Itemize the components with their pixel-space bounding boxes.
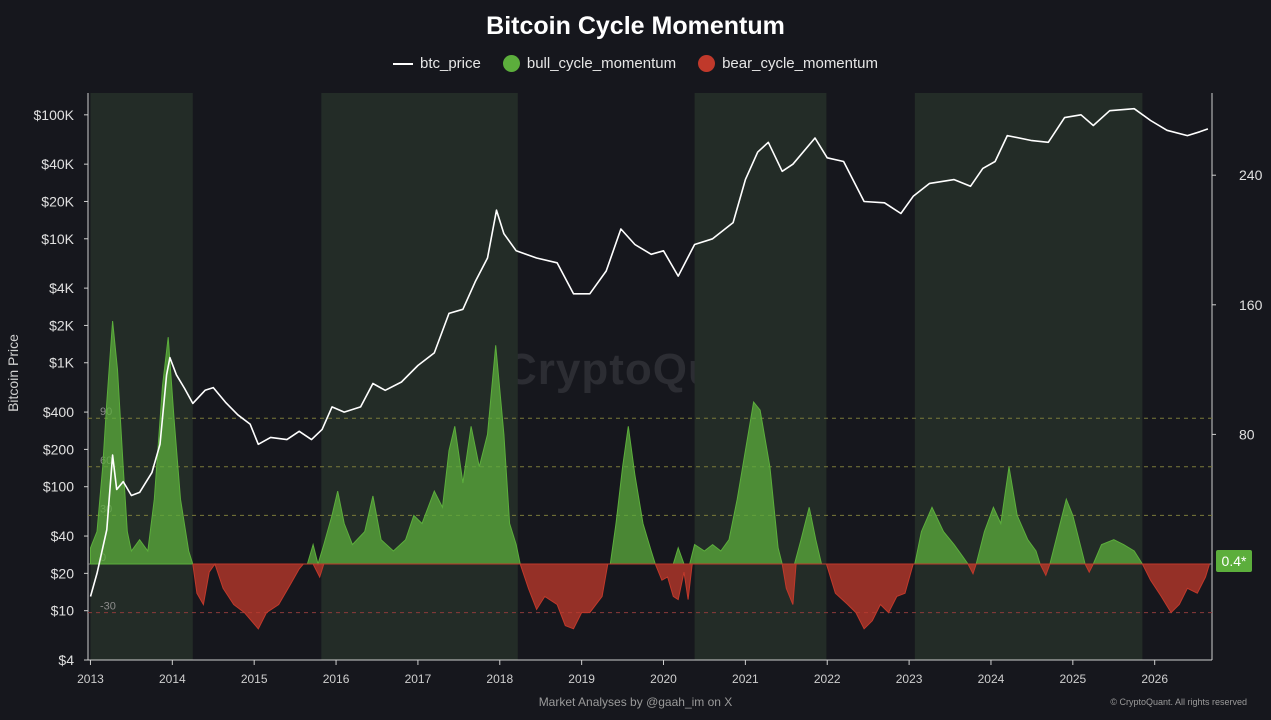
y-tick-label: $10 xyxy=(51,603,75,619)
legend-label: bull_cycle_momentum xyxy=(526,55,677,72)
legend-item-btc-price[interactable]: btc_price xyxy=(392,55,481,72)
y-tick-label: $20K xyxy=(41,193,74,209)
right-tick-label: 160 xyxy=(1239,297,1263,313)
y-axis-label: Bitcoin Price xyxy=(5,334,21,412)
x-tick-label: 2015 xyxy=(241,672,268,686)
x-tick-label: 2013 xyxy=(77,672,104,686)
legend-item-bull-momentum[interactable]: bull_cycle_momentum xyxy=(502,55,677,72)
y-tick-label: $40 xyxy=(51,528,75,544)
legend-label: btc_price xyxy=(419,55,481,72)
green-dot-icon xyxy=(502,55,520,72)
bull-shading-layer xyxy=(90,93,1143,660)
x-tick-label: 2021 xyxy=(732,672,759,686)
y-tick-label: $2K xyxy=(49,317,75,333)
x-tick-label: 2025 xyxy=(1059,672,1086,686)
btc-price-line xyxy=(89,107,1209,597)
y-tick-label: $100K xyxy=(34,107,75,123)
chart-title: Bitcoin Cycle Momentum xyxy=(486,12,785,40)
y-tick-label: $1K xyxy=(49,355,75,371)
red-dot-icon xyxy=(698,55,716,72)
momentum-areas-layer xyxy=(89,320,1210,630)
bear-momentum-area xyxy=(192,562,1210,630)
x-tick-label: 2018 xyxy=(486,672,513,686)
bull-period-shading xyxy=(321,93,518,660)
price-line-layer xyxy=(89,107,1209,597)
x-tick-label: 2022 xyxy=(814,672,841,686)
bull-momentum-area xyxy=(89,320,1143,566)
footer-copyright: © CryptoQuant. All rights reserved xyxy=(1110,697,1247,707)
x-tick-label: 2019 xyxy=(568,672,595,686)
threshold-label: -30 xyxy=(100,601,116,613)
x-tick-label: 2026 xyxy=(1141,672,1168,686)
y-tick-label: $4K xyxy=(49,280,75,296)
line-swatch-icon xyxy=(392,62,413,65)
legend-item-bear-momentum[interactable]: bear_cycle_momentum xyxy=(698,55,878,72)
legend-label: bear_cycle_momentum xyxy=(722,55,878,72)
y-tick-label: $400 xyxy=(43,404,74,420)
legend: btc_price bull_cycle_momentum bear_cycle… xyxy=(0,55,1271,72)
x-tick-label: 2017 xyxy=(405,672,432,686)
x-tick-label: 2016 xyxy=(323,672,350,686)
axes-layer xyxy=(87,93,1213,661)
right-tick-label: 240 xyxy=(1239,167,1263,183)
x-tick-label: 2024 xyxy=(978,672,1005,686)
y-tick-label: $4 xyxy=(58,652,74,668)
y-tick-label: $40K xyxy=(41,156,74,172)
y-tick-label: $200 xyxy=(43,441,74,457)
right-tick-label: 80 xyxy=(1239,426,1255,442)
y-tick-label: $20 xyxy=(51,565,75,581)
current-value-badge: 0.4* xyxy=(1216,550,1252,572)
x-tick-label: 2014 xyxy=(159,672,186,686)
y-tick-label: $100 xyxy=(43,479,74,495)
bull-period-shading xyxy=(914,93,1143,660)
x-tick-label: 2020 xyxy=(650,672,677,686)
footer-credit: Market Analyses by @gaah_im on X xyxy=(538,695,733,709)
bull-period-shading xyxy=(694,93,827,660)
x-tick-label: 2023 xyxy=(896,672,923,686)
tick-labels-layer: $4 $10 $20 $40 $100 $200 $400 $1K $2K $4K $10K $20K… xyxy=(34,107,1263,686)
bull-period-shading xyxy=(90,93,193,660)
y-tick-label: $10K xyxy=(41,231,74,247)
